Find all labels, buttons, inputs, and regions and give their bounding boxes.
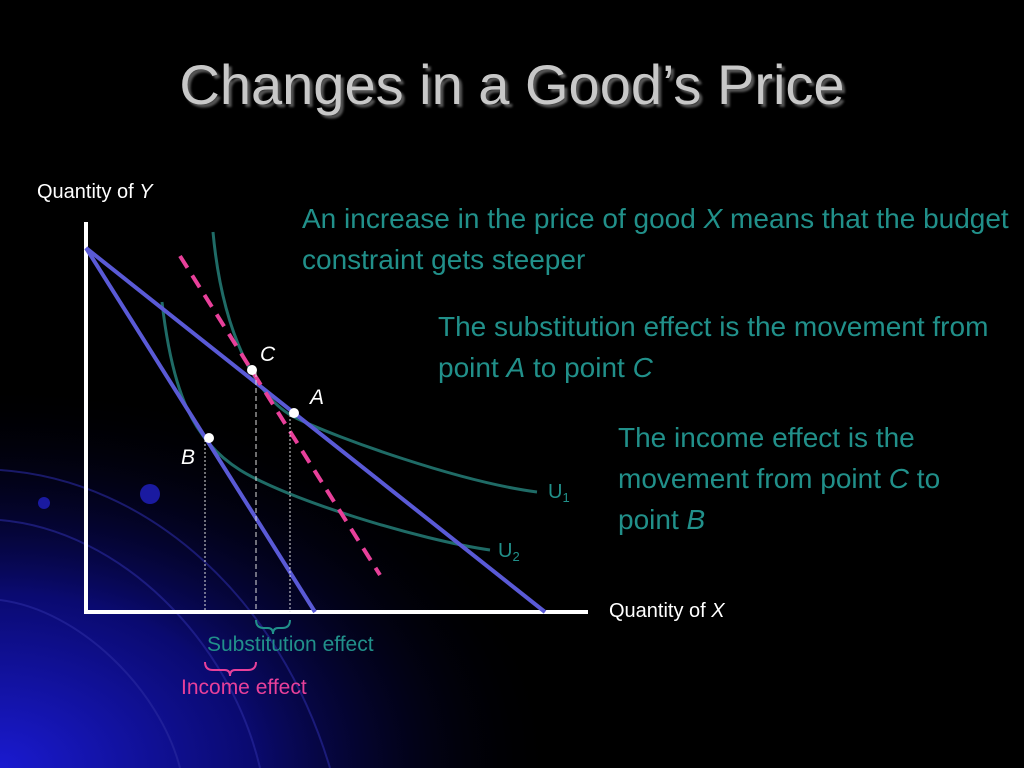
text-segment: 1 bbox=[562, 490, 570, 505]
background-dot bbox=[38, 497, 50, 509]
text-segment: means that the budget constraint gets st… bbox=[302, 203, 1009, 275]
text-segment: B bbox=[686, 504, 706, 535]
text-segment: U bbox=[498, 540, 513, 562]
slide-title: Changes in a Good’s Price bbox=[179, 53, 845, 116]
text-segment: X bbox=[711, 600, 725, 622]
text-segment: U bbox=[548, 481, 563, 503]
note: The income effect is the movement from p… bbox=[618, 417, 998, 540]
text-segment: C bbox=[888, 463, 910, 494]
curve-label: U2 bbox=[498, 540, 520, 564]
text-segment: Y bbox=[139, 181, 153, 203]
income-effect-label: Income effect bbox=[181, 676, 307, 699]
text-segment: A bbox=[506, 352, 526, 383]
text-segment: An increase in the price of good bbox=[302, 203, 704, 234]
indifference-curve-u1 bbox=[211, 231, 538, 494]
text-segment: X bbox=[703, 203, 723, 234]
note: An increase in the price of good X means… bbox=[302, 198, 1012, 280]
text-segment: The substitution effect is the movement … bbox=[438, 311, 989, 383]
compensated-budget-line bbox=[178, 254, 382, 577]
new-budget-line bbox=[84, 246, 317, 614]
text-segment: The income effect is the movement from p… bbox=[618, 422, 915, 494]
background-swirls bbox=[0, 469, 331, 768]
curve-label: U1 bbox=[548, 481, 570, 505]
point-label: C bbox=[260, 343, 276, 366]
text-segment: to point bbox=[618, 463, 941, 535]
point-label: A bbox=[310, 386, 325, 409]
original-budget-line bbox=[84, 246, 547, 614]
point-b bbox=[204, 433, 214, 443]
point-c bbox=[247, 365, 257, 375]
y-axis-label: Quantity of Y bbox=[37, 181, 153, 204]
x-axis-label: Quantity of X bbox=[609, 600, 725, 623]
text-segment: 2 bbox=[512, 549, 520, 564]
indifference-curve-u2 bbox=[160, 301, 491, 552]
point-label: B bbox=[181, 446, 196, 469]
text-segment: Quantity of bbox=[609, 600, 712, 622]
substitution-effect-label: Substitution effect bbox=[207, 633, 374, 656]
background-dot bbox=[140, 484, 160, 504]
note: The substitution effect is the movement … bbox=[438, 306, 998, 388]
point-a bbox=[289, 408, 299, 418]
text-segment: Quantity of bbox=[37, 181, 140, 203]
text-segment: C bbox=[632, 352, 653, 383]
substitution-brace bbox=[255, 619, 291, 635]
income-brace bbox=[204, 661, 257, 677]
background-glow bbox=[0, 380, 560, 768]
text-segment: to point bbox=[525, 352, 633, 383]
